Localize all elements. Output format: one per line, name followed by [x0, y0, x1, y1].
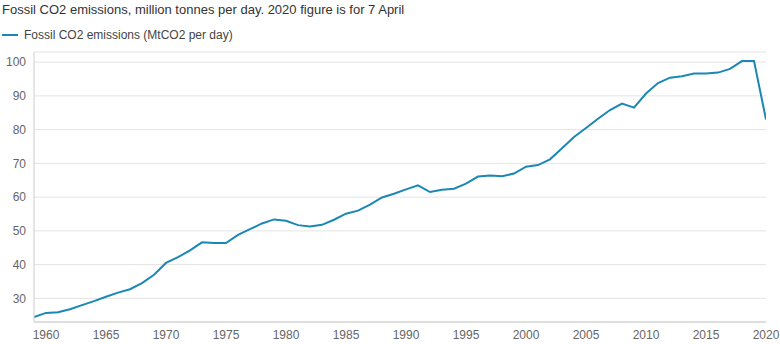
svg-text:80: 80: [13, 123, 27, 137]
svg-text:70: 70: [13, 157, 27, 171]
svg-text:2010: 2010: [633, 328, 660, 342]
svg-text:1980: 1980: [273, 328, 300, 342]
svg-text:1965: 1965: [93, 328, 120, 342]
svg-text:2020: 2020: [753, 328, 772, 342]
svg-text:2000: 2000: [513, 328, 540, 342]
svg-text:2005: 2005: [573, 328, 600, 342]
svg-text:1970: 1970: [153, 328, 180, 342]
svg-text:100: 100: [8, 55, 26, 69]
svg-text:1975: 1975: [213, 328, 240, 342]
svg-text:90: 90: [13, 89, 27, 103]
svg-text:60: 60: [13, 190, 27, 204]
html-text:Fossil CO2 emissions, million: Fossil CO2 emissions, million tonnes per…: [2, 2, 405, 17]
svg-text:1960: 1960: [33, 328, 60, 342]
svg-text:30: 30: [13, 292, 27, 306]
svg-text:1985: 1985: [333, 328, 360, 342]
html-text:Fossil CO2 emissions (MtCO2 pe: Fossil CO2 emissions (MtCO2 per day): [24, 28, 233, 42]
svg-text:2015: 2015: [693, 328, 720, 342]
svg-text:1990: 1990: [393, 328, 420, 342]
svg-text:1995: 1995: [453, 328, 480, 342]
svg-text:50: 50: [13, 224, 27, 238]
svg-text:40: 40: [13, 258, 27, 272]
